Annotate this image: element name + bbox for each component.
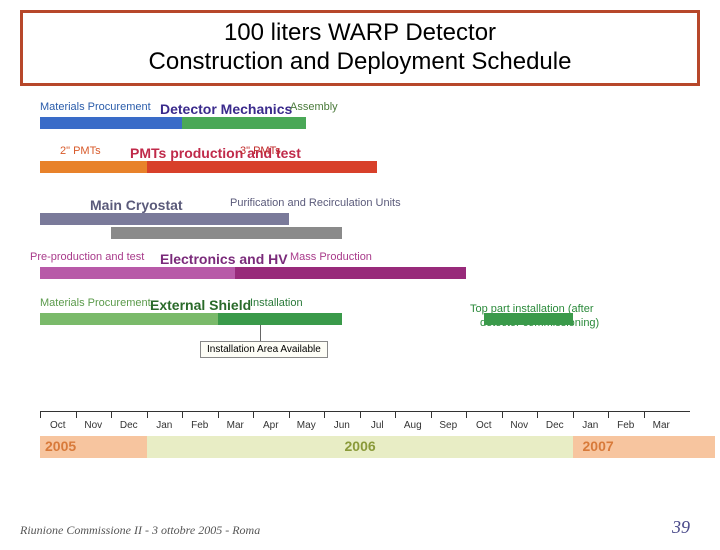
axis-tick-label: Dec: [120, 420, 138, 431]
gantt-bar: [484, 313, 573, 325]
section-title: Detector Mechanics: [160, 101, 292, 117]
axis-tick: [502, 412, 503, 418]
row-label: Mass Production: [290, 251, 372, 263]
gantt-bar: [40, 117, 182, 129]
year-label: 2007: [583, 438, 614, 454]
section-title: External Shield: [150, 297, 251, 313]
row-label: 3" PMTs: [240, 145, 281, 157]
row-label: Installation: [250, 297, 303, 309]
axis-tick-label: Nov: [510, 420, 528, 431]
axis-tick: [76, 412, 77, 418]
axis-tick-label: Jan: [582, 420, 598, 431]
axis-tick: [431, 412, 432, 418]
axis-tick: [360, 412, 361, 418]
axis-tick-label: Jan: [156, 420, 172, 431]
gantt-bar: [235, 267, 466, 279]
axis-tick: [644, 412, 645, 418]
gantt-bar: [40, 213, 289, 225]
title-line2: Construction and Deployment Schedule: [149, 48, 572, 75]
axis-tick-label: Sep: [439, 420, 457, 431]
section-title: Main Cryostat: [90, 197, 183, 213]
row-label: 2" PMTs: [60, 145, 101, 157]
axis-tick-label: Apr: [263, 420, 279, 431]
axis-tick-label: Jul: [371, 420, 384, 431]
title-box: 100 liters WARP Detector Construction an…: [20, 10, 700, 86]
axis-tick-label: Feb: [617, 420, 634, 431]
row-label: Pre-production and test: [30, 251, 144, 263]
axis-tick: [40, 412, 41, 418]
axis-tick-label: Mar: [227, 420, 244, 431]
page-title: 100 liters WARP Detector Construction an…: [33, 19, 687, 77]
axis-tick-label: May: [297, 420, 316, 431]
year-label: 2006: [345, 438, 376, 454]
row-label: Materials Procurement: [40, 297, 151, 309]
timeline-axis: OctNovDecJanFebMarAprMayJunJulAugSepOctN…: [40, 411, 690, 412]
row-label: Purification and Recirculation Units: [230, 197, 401, 209]
gantt-bar: [40, 267, 235, 279]
axis-tick-label: Dec: [546, 420, 564, 431]
title-line1: 100 liters WARP Detector: [224, 19, 496, 46]
axis-tick-label: Oct: [476, 420, 492, 431]
axis-tick: [537, 412, 538, 418]
gantt-bar: [182, 117, 306, 129]
axis-tick-label: Mar: [653, 420, 670, 431]
gantt-chart: Detector Mechanics Materials Procurement A…: [40, 101, 690, 451]
row-label: Assembly: [290, 101, 338, 113]
axis-tick: [608, 412, 609, 418]
axis-tick-label: Aug: [404, 420, 422, 431]
gantt-bar: [218, 313, 342, 325]
footer-citation: Riunione Commissione II - 3 ottobre 2005…: [20, 523, 260, 538]
install-area-callout: Installation Area Available: [200, 341, 328, 358]
axis-tick: [111, 412, 112, 418]
axis-tick: [395, 412, 396, 418]
gantt-bar: [40, 313, 218, 325]
axis-tick: [147, 412, 148, 418]
axis-tick: [253, 412, 254, 418]
section-title: Electronics and HV: [160, 251, 288, 267]
gantt-bar: [147, 161, 378, 173]
axis-tick-label: Jun: [334, 420, 350, 431]
gantt-bar: [40, 161, 147, 173]
axis-tick-label: Nov: [84, 420, 102, 431]
row-label: Materials Procurement: [40, 101, 151, 113]
axis-tick: [466, 412, 467, 418]
axis-tick-label: Feb: [191, 420, 208, 431]
axis-tick: [218, 412, 219, 418]
axis-tick: [573, 412, 574, 418]
page-number: 39: [672, 517, 690, 538]
year-label: 2005: [45, 438, 76, 454]
axis-tick-label: Oct: [50, 420, 66, 431]
axis-tick: [324, 412, 325, 418]
callout-connector: [260, 325, 261, 341]
axis-tick: [289, 412, 290, 418]
gantt-bar: [111, 227, 342, 239]
axis-tick: [182, 412, 183, 418]
